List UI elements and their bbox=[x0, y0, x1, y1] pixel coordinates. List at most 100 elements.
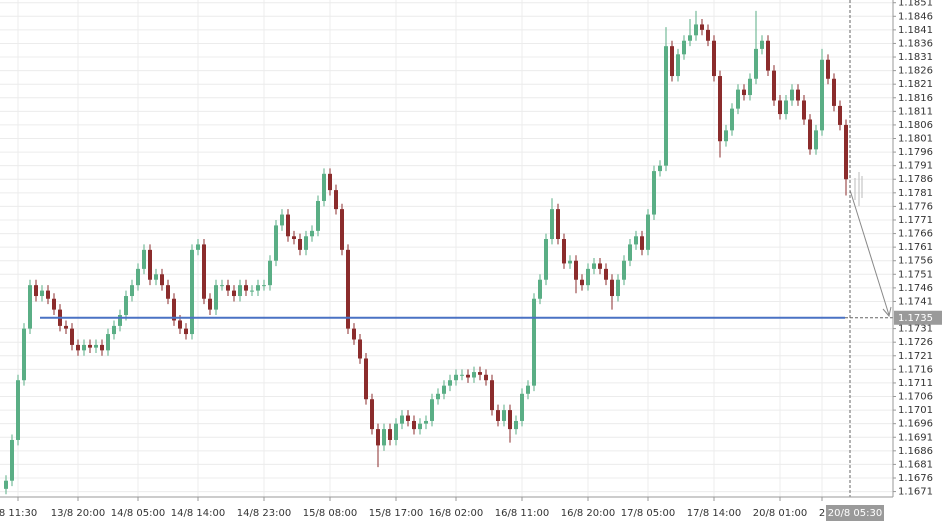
candle-body bbox=[406, 415, 410, 421]
candle-body bbox=[736, 89, 740, 109]
candle-body bbox=[490, 380, 494, 411]
x-tick-label: 17/8 14:00 bbox=[687, 508, 741, 519]
candle-body bbox=[790, 89, 794, 101]
candle-body bbox=[466, 374, 470, 378]
candle-body bbox=[352, 328, 356, 340]
candle-body bbox=[310, 230, 314, 237]
candle-body bbox=[688, 35, 692, 41]
candle-body bbox=[184, 328, 188, 335]
candle-body bbox=[202, 244, 206, 299]
candle-body bbox=[64, 325, 68, 329]
candle-body bbox=[664, 46, 668, 166]
candle-body bbox=[298, 238, 302, 250]
y-tick-label: 1.1741 bbox=[898, 296, 933, 307]
candle-body bbox=[22, 328, 26, 381]
candle-body bbox=[706, 29, 710, 41]
y-tick-label: 1.1801 bbox=[898, 134, 933, 145]
candle-body bbox=[802, 100, 806, 120]
candle-body bbox=[556, 209, 560, 239]
candle-body bbox=[136, 268, 140, 286]
candle-body bbox=[148, 249, 152, 280]
y-tick-label: 1.1721 bbox=[898, 351, 933, 362]
candle-body bbox=[394, 423, 398, 440]
candle-body bbox=[232, 290, 236, 297]
candle-body bbox=[634, 236, 638, 245]
candle-body bbox=[496, 410, 500, 421]
y-tick-label: 1.1841 bbox=[898, 25, 933, 36]
candle-body bbox=[178, 320, 182, 329]
candle-body bbox=[16, 380, 20, 440]
candle-body bbox=[160, 274, 164, 286]
candle-body bbox=[508, 410, 512, 430]
candle-body bbox=[544, 238, 548, 280]
y-tick-label: 1.1766 bbox=[898, 229, 933, 240]
y-tick-label: 1.1816 bbox=[898, 93, 933, 104]
y-tick-label: 1.1701 bbox=[898, 405, 933, 416]
candle-body bbox=[448, 380, 452, 386]
y-tick-label: 1.1711 bbox=[898, 378, 933, 389]
candle-body bbox=[550, 209, 554, 239]
x-tick-label: 14/8 23:00 bbox=[237, 508, 291, 519]
candle-body bbox=[106, 334, 110, 351]
candle-body bbox=[412, 420, 416, 430]
candle-body bbox=[694, 24, 698, 36]
x-tick-label: 16/8 02:00 bbox=[429, 508, 483, 519]
candle-body bbox=[280, 214, 284, 226]
candle-body bbox=[88, 344, 92, 348]
y-tick-label: 1.1776 bbox=[898, 201, 933, 212]
candle-body bbox=[676, 54, 680, 77]
x-tick-label: 14/8 14:00 bbox=[171, 508, 225, 519]
candle-body bbox=[196, 244, 200, 250]
candle-body bbox=[400, 415, 404, 424]
candle-body bbox=[592, 263, 596, 269]
candle-body bbox=[670, 46, 674, 77]
candle-body bbox=[82, 344, 86, 351]
projection-arrow bbox=[849, 189, 890, 316]
x-tick-label: 8 11:30 bbox=[0, 508, 37, 519]
x-tick-label: 16/8 11:00 bbox=[495, 508, 549, 519]
y-tick-label: 1.1821 bbox=[898, 79, 933, 90]
candle-body bbox=[34, 285, 38, 297]
candle-body bbox=[472, 372, 476, 378]
candle-body bbox=[142, 249, 146, 269]
candle-body bbox=[808, 119, 812, 150]
candle-body bbox=[748, 78, 752, 96]
candle-body bbox=[286, 214, 290, 237]
projection-ghost bbox=[854, 172, 863, 206]
candle-body bbox=[370, 399, 374, 430]
candle-body bbox=[316, 200, 320, 231]
candle-body bbox=[814, 130, 818, 150]
candle-body bbox=[268, 260, 272, 286]
candle-body bbox=[730, 108, 734, 131]
candle-body bbox=[580, 279, 584, 286]
candle-body bbox=[244, 285, 248, 291]
candle-body bbox=[424, 420, 428, 424]
candle-body bbox=[832, 78, 836, 106]
y-tick-label: 1.1791 bbox=[898, 161, 933, 172]
y-tick-label: 1.1831 bbox=[898, 52, 933, 63]
candle-body bbox=[46, 290, 50, 299]
candle-body bbox=[538, 279, 542, 299]
candle-body bbox=[742, 89, 746, 96]
x-tick-label: 13/8 20:00 bbox=[51, 508, 105, 519]
candle-body bbox=[658, 165, 662, 172]
candle-body bbox=[454, 374, 458, 381]
y-tick-label: 1.1691 bbox=[898, 432, 933, 443]
x-tick-label: 15/8 17:00 bbox=[369, 508, 423, 519]
candle-body bbox=[388, 429, 392, 440]
y-tick-label: 1.1811 bbox=[898, 106, 933, 117]
y-tick-label: 1.1751 bbox=[898, 269, 933, 280]
candle-body bbox=[226, 285, 230, 291]
candle-body bbox=[100, 344, 104, 351]
candle-body bbox=[154, 274, 158, 280]
candle-body bbox=[514, 420, 518, 430]
candle-body bbox=[364, 358, 368, 400]
y-tick-label: 1.1706 bbox=[898, 392, 933, 403]
y-tick-label: 1.1826 bbox=[898, 66, 933, 77]
candle-body bbox=[700, 24, 704, 30]
candle-body bbox=[478, 372, 482, 375]
y-tick-label: 1.1716 bbox=[898, 364, 933, 375]
crosshair-label: 20/8 05:30 bbox=[828, 508, 882, 519]
